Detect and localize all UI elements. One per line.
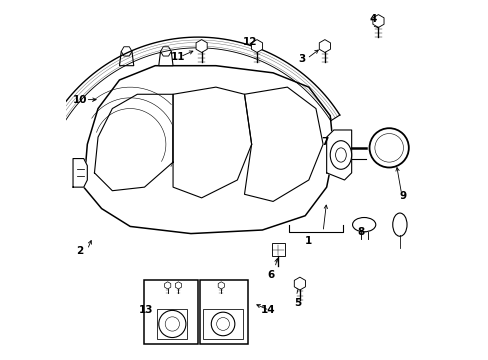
Polygon shape: [160, 47, 171, 56]
Polygon shape: [218, 282, 224, 289]
Circle shape: [159, 310, 185, 338]
Polygon shape: [73, 158, 87, 187]
Polygon shape: [372, 15, 383, 27]
Circle shape: [211, 312, 234, 336]
Text: 2: 2: [77, 247, 83, 256]
Polygon shape: [196, 40, 207, 53]
Polygon shape: [159, 51, 173, 66]
Text: 7: 7: [321, 138, 328, 148]
Bar: [203, 309, 242, 339]
Text: 8: 8: [356, 227, 364, 237]
Ellipse shape: [352, 217, 375, 232]
Text: 4: 4: [368, 14, 376, 24]
Text: 9: 9: [399, 191, 406, 201]
Polygon shape: [175, 282, 181, 289]
Ellipse shape: [335, 148, 346, 162]
Text: 13: 13: [139, 305, 153, 315]
Text: 1: 1: [305, 236, 312, 246]
Polygon shape: [326, 130, 351, 180]
Polygon shape: [121, 47, 132, 56]
Ellipse shape: [392, 213, 406, 236]
Polygon shape: [164, 282, 170, 289]
Text: 6: 6: [267, 270, 274, 280]
Polygon shape: [251, 40, 262, 53]
Text: 11: 11: [171, 52, 185, 62]
Bar: [200, 280, 247, 344]
Polygon shape: [119, 51, 134, 66]
Polygon shape: [294, 277, 305, 290]
Polygon shape: [319, 40, 330, 53]
Text: 3: 3: [297, 54, 305, 64]
Ellipse shape: [329, 141, 351, 169]
Bar: [144, 280, 198, 344]
Text: 14: 14: [260, 305, 274, 315]
Bar: [157, 309, 187, 339]
Polygon shape: [83, 66, 333, 234]
Bar: [271, 243, 285, 256]
Text: 12: 12: [242, 37, 257, 48]
Text: 5: 5: [294, 298, 301, 308]
Text: 10: 10: [73, 95, 87, 105]
